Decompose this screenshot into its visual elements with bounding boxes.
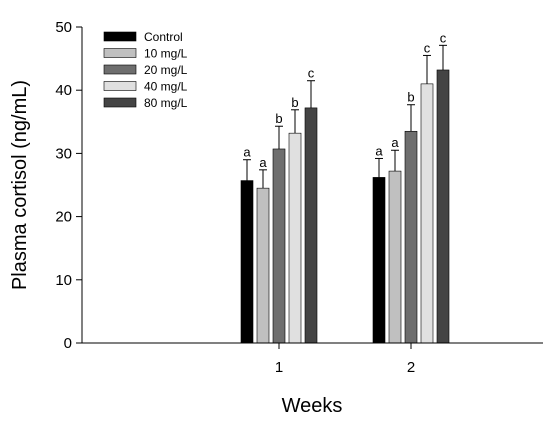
legend-swatch	[103, 31, 137, 42]
legend-swatch	[103, 81, 137, 91]
bar	[372, 177, 386, 344]
bar	[256, 187, 270, 344]
bar	[404, 130, 418, 344]
significance-label: a	[375, 143, 383, 158]
legend: Control 10 mg/L 20 mg/L 40 mg/L 80 mg/L	[103, 30, 188, 110]
bar	[304, 107, 318, 344]
y-tick-label: 50	[55, 19, 72, 36]
y-tick-label: 0	[64, 335, 72, 352]
bar	[272, 148, 286, 344]
significance-label: b	[275, 111, 282, 126]
bar	[436, 69, 450, 344]
bar	[420, 83, 434, 344]
y-tick-label: 30	[55, 145, 72, 162]
bar	[288, 132, 302, 344]
legend-label: 10 mg/L	[144, 47, 188, 61]
y-tick-label: 20	[55, 209, 72, 226]
significance-label: a	[243, 145, 251, 160]
legend-label: 20 mg/L	[144, 63, 188, 77]
significance-label: c	[440, 30, 447, 45]
significance-label: c	[308, 66, 315, 81]
x-tick-label: 1	[275, 359, 283, 376]
significance-label: b	[407, 90, 414, 105]
bar	[388, 170, 402, 344]
x-tick-label: 2	[407, 359, 415, 376]
legend-label: 80 mg/L	[144, 96, 188, 110]
legend-label: Control	[144, 30, 183, 44]
y-tick-label: 10	[55, 272, 72, 289]
significance-label: c	[424, 40, 431, 55]
significance-label: b	[291, 95, 298, 110]
legend-swatch	[103, 97, 137, 108]
legend-swatch	[103, 48, 137, 58]
y-tick-label: 40	[55, 82, 72, 99]
x-axis-title: Weeks	[282, 395, 343, 417]
axes-layer: 0 10 20 30 40 50 1 2	[55, 19, 543, 376]
bar	[240, 180, 254, 344]
significance-label: a	[259, 155, 267, 170]
legend-label: 40 mg/L	[144, 80, 188, 94]
legend-swatch	[103, 64, 137, 75]
significance-label: a	[391, 135, 399, 150]
y-axis-title: Plasma cortisol (ng/mL)	[9, 80, 31, 290]
